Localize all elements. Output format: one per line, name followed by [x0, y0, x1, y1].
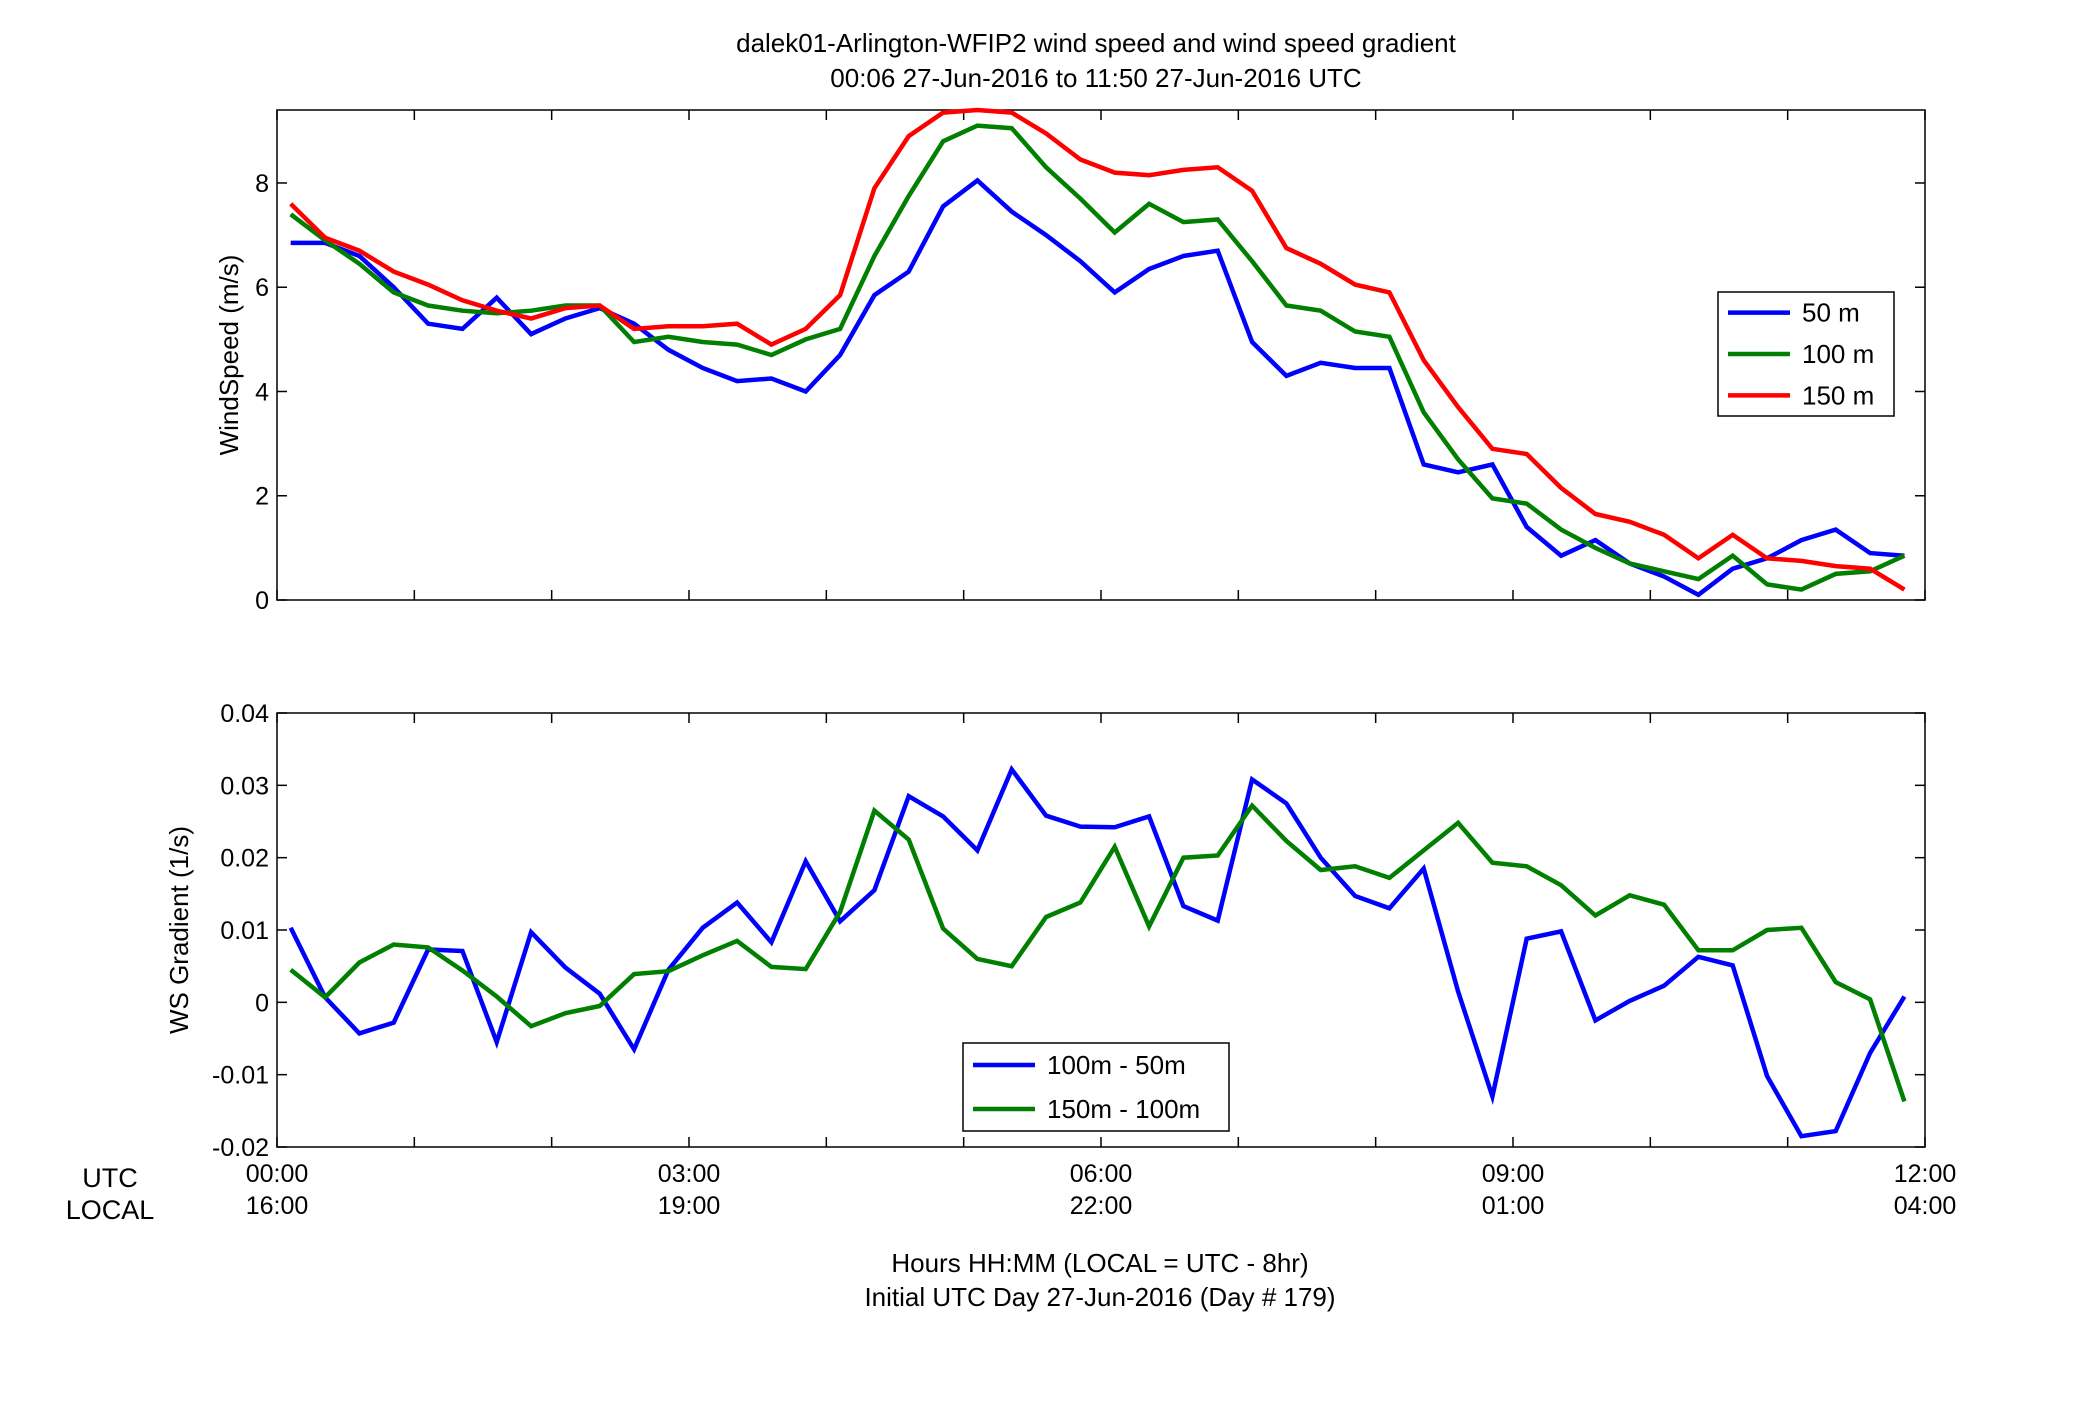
utc-tick-label: 03:00: [658, 1160, 721, 1188]
local-row-label: LOCAL: [66, 1195, 155, 1225]
gradient-ytick-label: -0.01: [212, 1062, 269, 1090]
gradient-ytick-label: -0.02: [212, 1134, 269, 1162]
chart-title-line1: dalek01-Arlington-WFIP2 wind speed and w…: [736, 28, 1457, 58]
gradient-series-line-1: [288, 764, 1907, 1139]
utc-tick-label: 06:00: [1070, 1160, 1133, 1188]
wind-speed-legend: 50 m 100 m 150 m: [1717, 291, 1895, 417]
windspeed-legend-label: 150 m: [1802, 380, 1874, 410]
xlabel-line1: Hours HH:MM (LOCAL = UTC - 8hr): [891, 1248, 1308, 1278]
windspeed-ytick-label: 0: [255, 587, 269, 615]
windspeed-ytick-label: 6: [255, 274, 269, 302]
local-tick-label: 01:00: [1482, 1192, 1545, 1220]
gradient-ytick-label: 0: [255, 989, 269, 1017]
windspeed-series-line-3: [289, 107, 1906, 592]
gradient-ylabel: WS Gradient (1/s): [164, 826, 194, 1034]
utc-row-label: UTC: [82, 1163, 138, 1193]
utc-tick-label: 00:00: [246, 1160, 309, 1188]
gradient-legend: 100m - 50m 150m - 100m: [962, 1042, 1230, 1132]
gradient-legend-label: 150m - 100m: [1047, 1094, 1200, 1124]
gradient-panel: -0.02 -0.01 0 0.01 0.02 0.03 0.04 WS Gradient …: [164, 700, 1926, 1162]
gradient-ytick-label: 0.02: [220, 845, 269, 873]
windspeed-ytick-label: 8: [255, 170, 269, 198]
gradient-legend-box: [962, 1042, 1230, 1132]
wind-speed-plot-frame: [276, 109, 1926, 601]
local-tick-label: 22:00: [1070, 1192, 1133, 1220]
utc-tick-label: 09:00: [1482, 1160, 1545, 1188]
utc-tick-label: 12:00: [1894, 1160, 1957, 1188]
windspeed-legend-label: 50 m: [1802, 298, 1860, 328]
wind-speed-panel: 0 2 4 6 8 WindSpeed (m/s) 50 m 100 m 150 m: [214, 107, 1926, 615]
gradient-series-line-2: [289, 802, 1907, 1103]
local-tick-label: 16:00: [246, 1192, 309, 1220]
windspeed-legend-label: 100 m: [1802, 339, 1874, 369]
gradient-ytick-label: 0.03: [220, 772, 269, 800]
windspeed-series-line-2: [289, 123, 1906, 592]
wind-speed-ylabel: WindSpeed (m/s): [214, 255, 244, 456]
xlabel-line2: Initial UTC Day 27-Jun-2016 (Day # 179): [864, 1282, 1335, 1312]
chart-title-line2: 00:06 27-Jun-2016 to 11:50 27-Jun-2016 U…: [830, 63, 1361, 93]
gradient-ytick-label: 0.04: [220, 700, 269, 728]
gradient-ytick-label: 0.01: [220, 917, 269, 945]
local-tick-label: 19:00: [658, 1192, 721, 1220]
gradient-legend-label: 100m - 50m: [1047, 1050, 1186, 1080]
windspeed-ytick-label: 2: [255, 483, 269, 511]
local-tick-label: 04:00: [1894, 1192, 1957, 1220]
windspeed-ytick-label: 4: [255, 378, 269, 406]
